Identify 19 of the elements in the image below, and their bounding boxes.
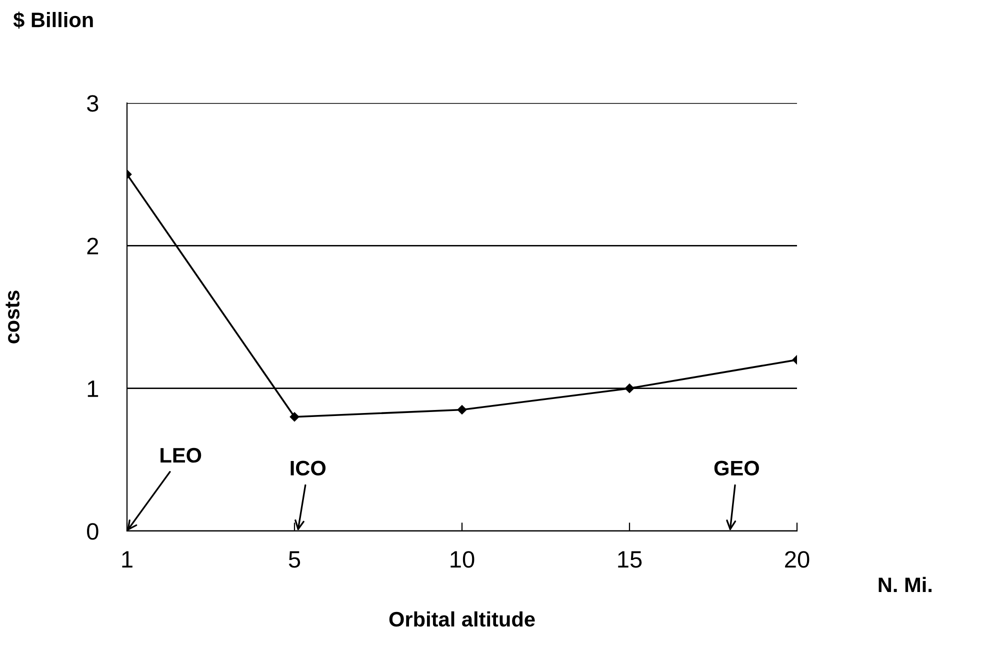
annotation: GEO — [714, 460, 759, 476]
x-tick-label: 15 — [618, 551, 642, 568]
point — [624, 384, 634, 393]
point — [457, 405, 467, 414]
y-tick-label: 1 — [88, 380, 98, 397]
text: $ Billion — [13, 12, 93, 29]
y-tick-label: 0 — [87, 523, 98, 540]
y-tick-label: 3 — [86, 95, 98, 112]
x-axis-title: Orbital altitude — [389, 611, 535, 627]
x-tick-label: 5 — [288, 551, 300, 568]
y-axis-title: costs — [6, 290, 20, 344]
point — [290, 412, 300, 422]
y-tick-label: 2 — [87, 238, 98, 254]
x-tick-label: 10 — [450, 551, 474, 568]
text: N. Mi. — [878, 576, 932, 592]
x-tick-label: 20 — [785, 551, 810, 568]
x-tick-label: 1 — [122, 551, 132, 568]
annotation: ICO — [290, 460, 326, 476]
annotation: LEO — [160, 448, 202, 463]
